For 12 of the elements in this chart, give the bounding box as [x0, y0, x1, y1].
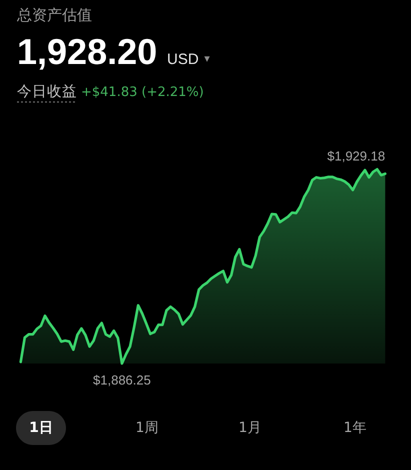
text: USD	[167, 51, 199, 68]
annotation: 1周	[136, 420, 158, 436]
annotation: 1月	[238, 420, 262, 436]
chart-title: 总资产估值	[16, 6, 92, 24]
annotation: 1日	[29, 420, 53, 436]
data-label: $1,929.18	[327, 148, 386, 164]
text: 今日收益	[17, 83, 77, 100]
annotation: 1年	[344, 420, 366, 436]
text: +$41.83 (+2.21%)	[81, 85, 204, 100]
text: ▾	[204, 52, 210, 65]
data-label: $1,886.25	[93, 372, 151, 388]
text: 1,928.20	[17, 31, 158, 72]
